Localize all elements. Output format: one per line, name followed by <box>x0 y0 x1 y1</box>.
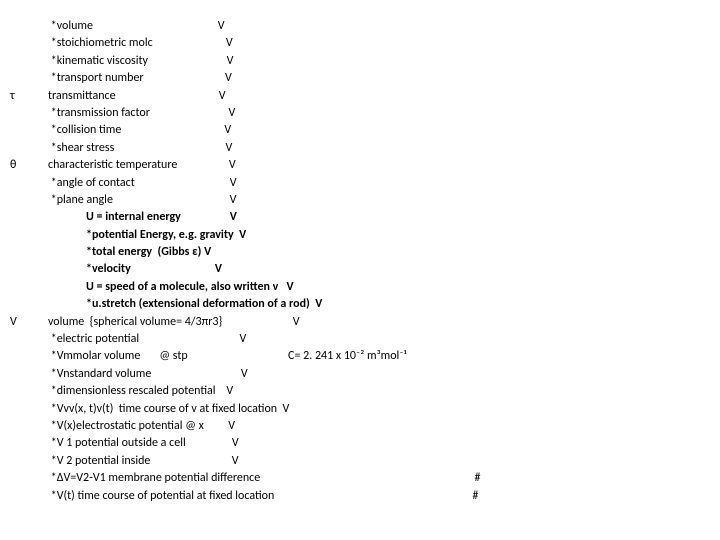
table-row: *V(x)electrostatic potential @ x V <box>0 418 720 435</box>
table-row: *volume V <box>0 18 720 35</box>
symbol-cell <box>0 140 48 157</box>
definition-cell: U = internal energy V <box>48 209 237 226</box>
definition-cell: *V(x)electrostatic potential @ x V <box>48 418 235 435</box>
table-row: *collision time V <box>0 122 720 139</box>
symbol-cell <box>0 209 48 226</box>
symbol-cell <box>0 383 48 400</box>
symbol-cell: θ <box>0 157 48 174</box>
definition-cell: *potential Energy, e.g. gravity V <box>48 227 246 244</box>
definition-cell: *plane angle V <box>48 192 236 209</box>
symbol-cell <box>0 227 48 244</box>
table-row: *total energy (Gibbs ε) V <box>0 244 720 261</box>
symbol-cell <box>0 122 48 139</box>
symbol-cell <box>0 366 48 383</box>
definition-cell: *stoichiometric molc V <box>48 35 233 52</box>
table-row: *Vnstandard volume V <box>0 366 720 383</box>
symbol-cell <box>0 244 48 261</box>
table-row: τtransmittance V <box>0 88 720 105</box>
table-row: *transport number V <box>0 70 720 87</box>
definition-cell: *V(t) time course of potential at fixed … <box>48 488 478 505</box>
symbol-cell <box>0 453 48 470</box>
symbol-cell <box>0 279 48 296</box>
table-row: *electric potential V <box>0 331 720 348</box>
symbol-cell <box>0 348 48 365</box>
symbol-cell <box>0 53 48 70</box>
definition-cell: transmittance V <box>48 88 226 105</box>
symbol-cell <box>0 70 48 87</box>
symbol-cell <box>0 18 48 35</box>
table-row: *ΔV=V2-V1 membrane potential difference … <box>0 470 720 487</box>
symbol-cell: V <box>0 314 48 331</box>
table-row: θcharacteristic temperature V <box>0 157 720 174</box>
definition-cell: *Vmmolar volume @ stp C= 2. 241 x 10⁻² m… <box>48 348 407 365</box>
definition-cell: characteristic temperature V <box>48 157 236 174</box>
table-row: *velocity V <box>0 261 720 278</box>
definition-cell: volume {spherical volume= 4/3πr3} V <box>48 314 300 331</box>
symbol-cell <box>0 401 48 418</box>
symbol-cell <box>0 175 48 192</box>
table-row: *potential Energy, e.g. gravity V <box>0 227 720 244</box>
symbol-cell <box>0 418 48 435</box>
table-row: *angle of contact V <box>0 175 720 192</box>
symbol-cell <box>0 35 48 52</box>
definition-cell: *ΔV=V2-V1 membrane potential difference … <box>48 470 481 487</box>
definition-cell: *total energy (Gibbs ε) V <box>48 244 211 261</box>
definition-cell: *angle of contact V <box>48 175 237 192</box>
symbol-cell <box>0 192 48 209</box>
symbol-cell <box>0 488 48 505</box>
definition-cell: *kinematic viscosity V <box>48 53 233 70</box>
table-row: *Vmmolar volume @ stp C= 2. 241 x 10⁻² m… <box>0 348 720 365</box>
definition-cell: *velocity V <box>48 261 222 278</box>
table-row: *stoichiometric molc V <box>0 35 720 52</box>
symbol-cell <box>0 470 48 487</box>
definition-cell: *transport number V <box>48 70 232 87</box>
definition-cell: *transmission factor V <box>48 105 235 122</box>
definition-cell: *electric potential V <box>48 331 246 348</box>
table-row: U = internal energy V <box>0 209 720 226</box>
definition-cell: *shear stress V <box>48 140 232 157</box>
table-row: *V(t) time course of potential at fixed … <box>0 488 720 505</box>
table-row: *shear stress V <box>0 140 720 157</box>
table-row: *Vvv(x, t)v(t) time course of v at fixed… <box>0 401 720 418</box>
definition-cell: U = speed of a molecule, also written v … <box>48 279 294 296</box>
definition-cell: *V 1 potential outside a cell V <box>48 435 239 452</box>
definition-cell: *Vvv(x, t)v(t) time course of v at fixed… <box>48 401 289 418</box>
symbol-cell <box>0 331 48 348</box>
table-row: *kinematic viscosity V <box>0 53 720 70</box>
definition-cell: *volume V <box>48 18 225 35</box>
definition-cell: *dimensionless rescaled potential V <box>48 383 233 400</box>
table-row: *V 1 potential outside a cell V <box>0 435 720 452</box>
table-row: *u.stretch (extensional deformation of a… <box>0 296 720 313</box>
symbol-cell <box>0 261 48 278</box>
symbol-cell: τ <box>0 88 48 105</box>
definition-cell: *Vnstandard volume V <box>48 366 248 383</box>
table-row: Vvolume {spherical volume= 4/3πr3} V <box>0 314 720 331</box>
table-row: *dimensionless rescaled potential V <box>0 383 720 400</box>
table-row: *V 2 potential inside V <box>0 453 720 470</box>
table-row: *transmission factor V <box>0 105 720 122</box>
definition-cell: *V 2 potential inside V <box>48 453 239 470</box>
definition-cell: *collision time V <box>48 122 231 139</box>
table-row: U = speed of a molecule, also written v … <box>0 279 720 296</box>
table-row: *plane angle V <box>0 192 720 209</box>
definition-cell: *u.stretch (extensional deformation of a… <box>48 296 322 313</box>
symbol-cell <box>0 105 48 122</box>
symbol-cell <box>0 296 48 313</box>
symbol-cell <box>0 435 48 452</box>
